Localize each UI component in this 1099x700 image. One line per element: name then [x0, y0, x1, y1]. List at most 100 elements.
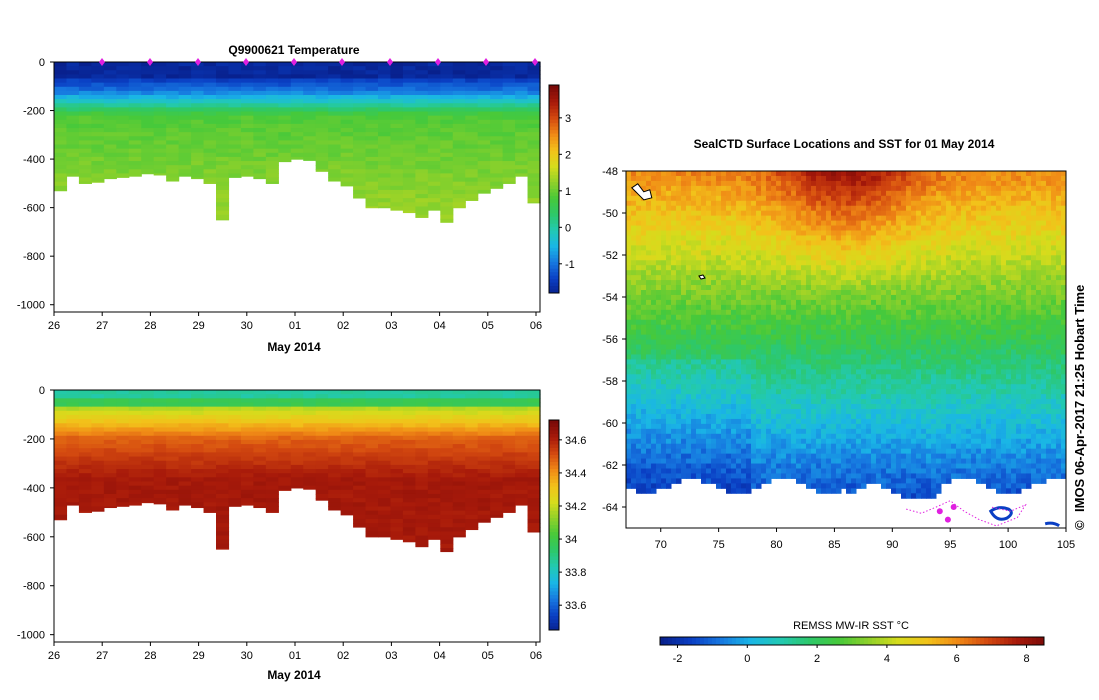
section-cell: [465, 128, 479, 133]
sst-cell: [741, 255, 747, 261]
section-cell: [153, 161, 167, 166]
sst-cell: [726, 285, 732, 291]
sst-cell: [651, 225, 657, 231]
y-tick-label: -200: [23, 106, 45, 118]
section-cell: [240, 62, 254, 67]
sst-cell: [656, 384, 662, 390]
sst-cell: [801, 220, 807, 227]
sst-cell: [796, 458, 802, 465]
sst-cell: [631, 413, 637, 420]
section-cell: [402, 498, 416, 503]
section-cell: [166, 161, 180, 166]
sst-cell: [801, 255, 807, 261]
section-cell: [427, 99, 441, 104]
salinity-cells: [54, 390, 541, 553]
section-cell: [402, 82, 416, 88]
section-cell: [353, 518, 367, 524]
sst-cell: [716, 394, 722, 400]
section-cell: [278, 473, 292, 478]
section-cell: [191, 398, 205, 404]
sst-cell: [656, 314, 662, 321]
sst-cell: [651, 334, 657, 341]
section-cell: [440, 119, 454, 125]
sst-cell: [801, 250, 807, 256]
sst-cell: [646, 280, 652, 286]
sst-cell: [796, 304, 802, 311]
section-cell: [465, 498, 479, 503]
sst-cell: [701, 200, 707, 207]
section-cell: [303, 452, 317, 458]
section-cell: [303, 414, 317, 420]
section-cell: [415, 173, 429, 179]
sst-cell: [671, 364, 677, 370]
sst-cell: [656, 180, 662, 187]
sst-cell: [746, 399, 752, 405]
sst-cell: [696, 275, 702, 281]
section-cell: [240, 99, 254, 104]
sst-cell: [676, 473, 682, 479]
section-cell: [440, 498, 454, 503]
section-cell: [378, 460, 392, 466]
sst-cell: [661, 280, 667, 286]
section-cell: [353, 448, 367, 453]
section-cell: [378, 99, 392, 104]
section-cell: [378, 144, 392, 150]
section-cell: [465, 194, 479, 199]
section-cell: [502, 144, 516, 150]
section-cell: [240, 115, 254, 121]
sst-cell: [751, 290, 757, 296]
section-cell: [203, 410, 217, 416]
section-cell: [502, 74, 516, 80]
sst-cell: [691, 364, 697, 370]
colorbar-swatch: [549, 514, 559, 519]
section-cell: [216, 165, 230, 170]
sst-cell: [646, 240, 652, 246]
sst-cell: [726, 478, 732, 484]
sst-cell: [796, 389, 802, 395]
sst-cell: [796, 270, 802, 276]
section-cell: [166, 423, 180, 429]
section-cell: [78, 115, 92, 121]
section-cell: [490, 173, 504, 179]
section-cell: [315, 414, 329, 420]
section-cell: [153, 111, 167, 117]
section-cell: [216, 185, 230, 191]
sst-cell: [781, 314, 787, 321]
section-cell: [402, 103, 416, 108]
sst-cell: [691, 215, 697, 222]
section-cell: [490, 402, 504, 408]
sst-cell: [656, 324, 662, 331]
sst-cell: [681, 423, 687, 430]
section-cell: [477, 82, 491, 88]
section-cell: [465, 198, 479, 201]
sst-cell: [711, 448, 717, 455]
section-cell: [340, 410, 354, 416]
sst-cell: [686, 314, 692, 321]
sst-cell: [656, 329, 662, 336]
sst-cell: [676, 260, 682, 266]
sst-cell: [726, 185, 732, 192]
sst-cell: [706, 230, 712, 236]
sst-cell: [776, 458, 782, 465]
section-cell: [490, 414, 504, 420]
section-cell: [228, 128, 242, 133]
sst-cell: [756, 399, 762, 405]
section-cell: [415, 152, 429, 158]
section-cell: [427, 161, 441, 166]
sst-cell: [806, 409, 812, 415]
sst-cell: [631, 220, 637, 227]
sst-cell: [686, 171, 692, 177]
section-cell: [66, 161, 80, 166]
section-cell: [178, 427, 192, 433]
sst-cell: [796, 275, 802, 281]
sst-cell: [641, 175, 647, 182]
sst-cell: [641, 270, 647, 276]
sst-cell: [721, 324, 727, 331]
section-cell: [527, 90, 541, 96]
sst-cell: [756, 319, 762, 326]
sst-cell: [791, 280, 797, 286]
section-cell: [427, 460, 441, 466]
section-cell: [290, 473, 304, 478]
section-cell: [415, 144, 429, 150]
sst-cell: [691, 379, 697, 385]
